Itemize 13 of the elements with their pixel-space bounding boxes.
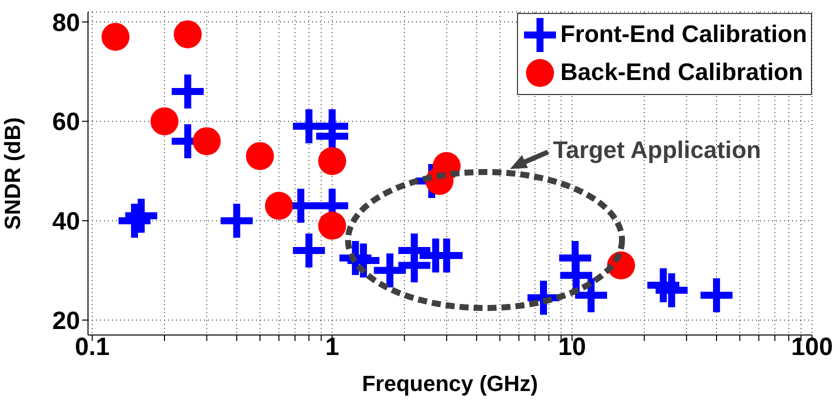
- x-tick-label: 1: [325, 332, 340, 361]
- x-tick-label: 0.1: [74, 332, 110, 361]
- annotation: Target Application: [553, 137, 762, 164]
- y-tick-label: 60: [52, 108, 80, 136]
- x-axis-title: Frequency (GHz): [362, 371, 538, 396]
- x-tick-label: 10: [558, 332, 586, 361]
- y-tick-label: 20: [52, 306, 80, 335]
- y-axis-title: SNDR (dB): [0, 117, 25, 230]
- legend-label: Front-End Calibration: [560, 21, 807, 49]
- legend-label: Back-End Calibration: [560, 59, 804, 87]
- x-tick-label: 100: [791, 332, 833, 361]
- y-tick-label: 80: [52, 8, 80, 37]
- y-tick-label: 40: [52, 208, 80, 236]
